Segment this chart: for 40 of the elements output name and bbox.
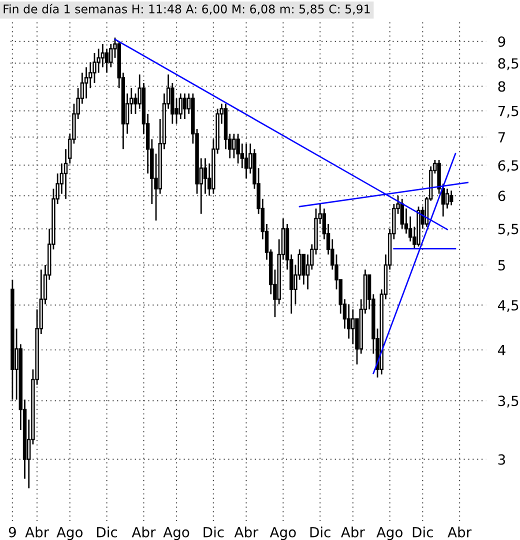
y-tick-label: 5 <box>498 260 505 270</box>
y-tick-label: 8,5 <box>498 58 518 70</box>
candlestick <box>178 92 182 120</box>
x-tick-label: 9 <box>8 526 16 538</box>
y-tick-label: 5,5 <box>498 224 518 236</box>
x-tick-label: Abr <box>25 526 50 538</box>
x-tick-label: Dic <box>97 526 118 538</box>
x-tick-label: Dic <box>310 526 330 538</box>
x-tick-label: Dic <box>204 526 224 538</box>
y-tick-label: 8 <box>498 81 506 92</box>
y-tick-label: 3 <box>498 454 506 465</box>
x-tick-label: Dic <box>412 526 433 538</box>
candlestick <box>302 254 306 286</box>
candlestick <box>445 188 450 210</box>
candlestick <box>203 158 208 194</box>
candlestick <box>400 198 404 230</box>
y-tick-label: 4 <box>498 345 506 356</box>
x-tick-label: Ago <box>163 527 190 540</box>
x-tick-label: Ago <box>270 527 296 540</box>
chart-title: Fin de día 1 semanas H: 11:48 A: 6,00 M: 6,08 m: 5,85 C: 5,91 <box>4 4 370 15</box>
y-tick-label: 4,5 <box>498 300 518 312</box>
x-tick-label: Abr <box>234 526 258 538</box>
x-tick-label: Abr <box>448 526 472 538</box>
y-tick-label: 6 <box>498 190 506 202</box>
candlestick <box>449 190 454 206</box>
candlestick <box>104 48 109 74</box>
x-tick-label: Abr <box>132 526 156 538</box>
candlestick <box>232 133 236 159</box>
candlestick <box>182 92 187 120</box>
x-tick-label: Abr <box>340 526 365 538</box>
x-tick-label: Ago <box>376 527 402 540</box>
candlestick <box>236 133 240 164</box>
y-tick-label: 3,5 <box>498 396 518 408</box>
candlestick <box>92 52 96 84</box>
candlestick <box>244 142 248 180</box>
x-tick-label: Ago <box>56 527 83 540</box>
y-tick-label: 7 <box>498 132 505 142</box>
y-tick-label: 6,5 <box>498 160 518 172</box>
y-tick-label: 9 <box>498 36 506 47</box>
y-tick-label: 7,5 <box>498 106 518 118</box>
